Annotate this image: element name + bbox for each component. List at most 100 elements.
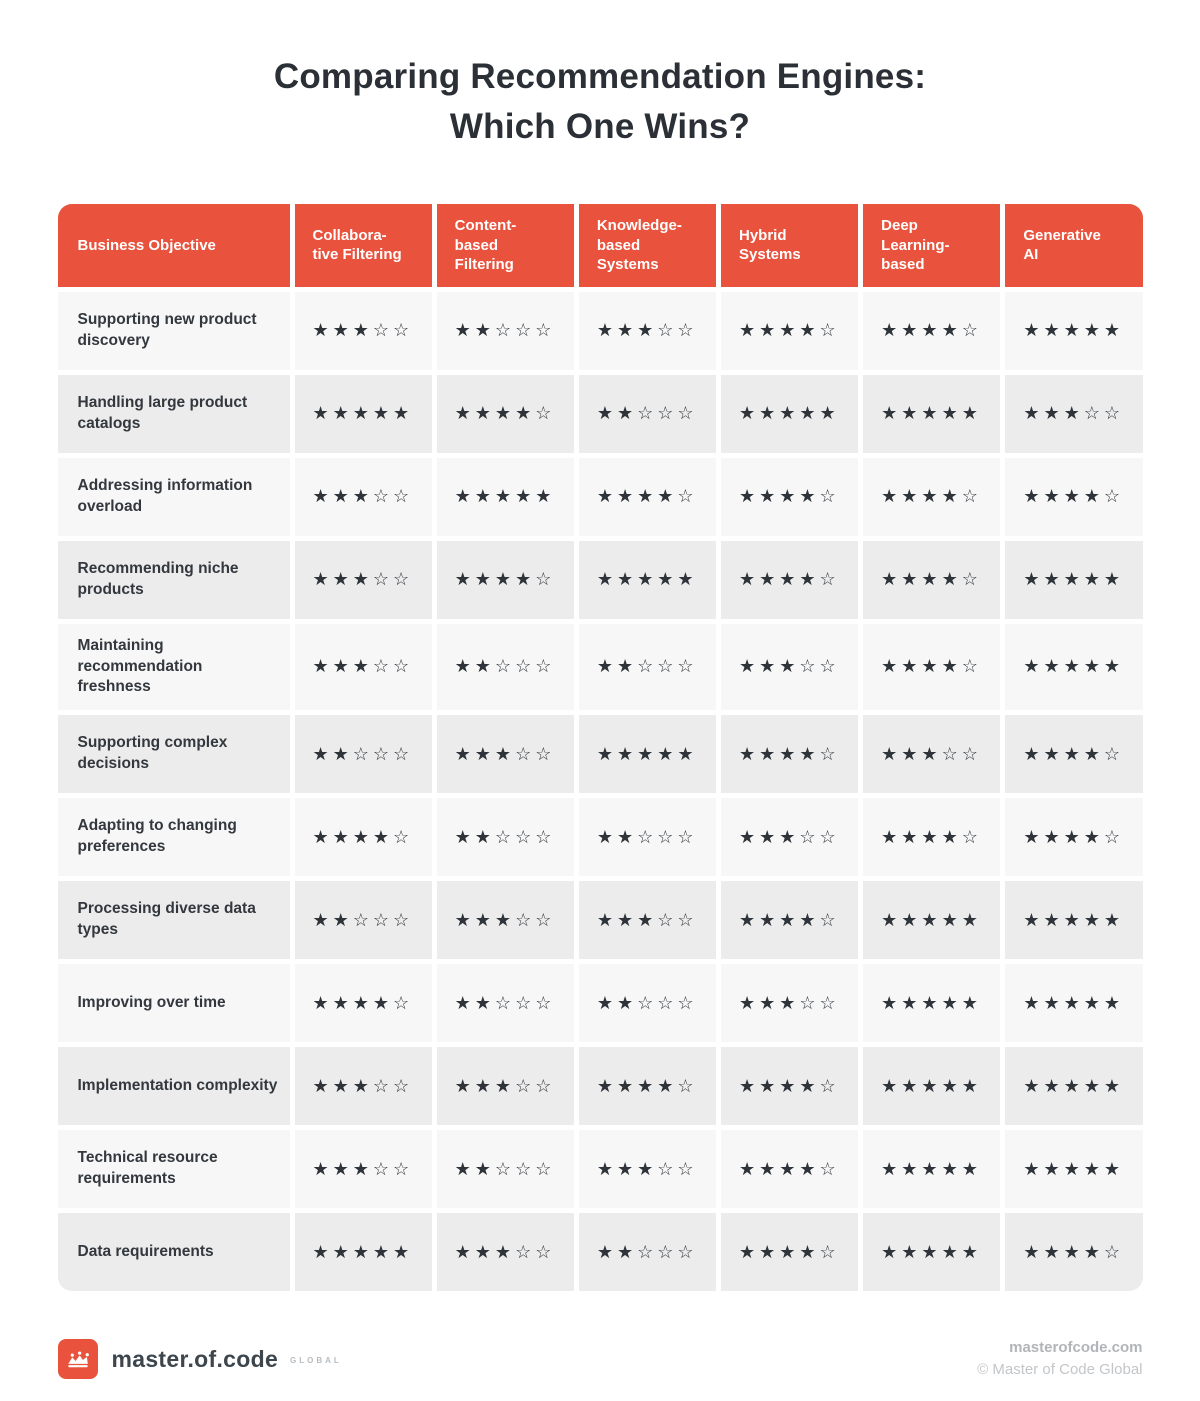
row-label: Improving over time [57, 964, 290, 1043]
copyright-line: © Master of Code Global [977, 1361, 1143, 1379]
row-label: Recommending niche products [57, 540, 290, 619]
rating-cell: ★★★☆☆ [294, 457, 432, 536]
rating-cell: ★★☆☆☆ [436, 798, 574, 877]
rating-cell: ★★★☆☆ [721, 798, 859, 877]
row-label: Supporting complex decisions [57, 715, 290, 794]
rating-cell: ★★★☆☆ [436, 1047, 574, 1126]
rating-cell: ★★★★☆ [863, 540, 1001, 619]
column-header: Hybrid Systems [721, 204, 859, 287]
rating-cell: ★★★☆☆ [436, 881, 574, 960]
rating-cell: ★★★★★ [1005, 623, 1143, 711]
rating-cell: ★★☆☆☆ [578, 623, 716, 711]
rating-cell: ★★★★★ [294, 1213, 432, 1292]
rating-cell: ★★★★★ [1005, 1047, 1143, 1126]
rating-cell: ★★★★★ [1005, 881, 1143, 960]
row-label: Implementation complexity [57, 1047, 290, 1126]
rating-cell: ★★★☆☆ [294, 1047, 432, 1126]
rating-cell: ★★★★★ [721, 374, 859, 453]
rating-cell: ★★☆☆☆ [578, 964, 716, 1043]
rating-cell: ★★★★☆ [863, 623, 1001, 711]
rating-cell: ★★★★☆ [721, 291, 859, 370]
rating-cell: ★★★★★ [1005, 540, 1143, 619]
rating-cell: ★★★★★ [863, 374, 1001, 453]
rating-cell: ★★★★☆ [294, 964, 432, 1043]
rating-cell: ★★★★☆ [863, 798, 1001, 877]
credits: masterofcode.com © Master of Code Global [977, 1337, 1142, 1381]
rating-cell: ★★☆☆☆ [436, 291, 574, 370]
rating-cell: ★★★★★ [1005, 964, 1143, 1043]
rating-cell: ★★★☆☆ [436, 1213, 574, 1292]
footer: master.of.code GLOBAL masterofcode.com ©… [57, 1337, 1143, 1381]
rating-cell: ★★★★☆ [721, 1047, 859, 1126]
rating-cell: ★★★★☆ [721, 715, 859, 794]
rating-cell: ★★★★☆ [721, 1130, 859, 1209]
row-label: Addressing information overload [57, 457, 290, 536]
rating-cell: ★★★★☆ [578, 1047, 716, 1126]
rating-cell: ★★★★★ [863, 1213, 1001, 1292]
rating-cell: ★★★★☆ [436, 540, 574, 619]
rating-cell: ★★★★☆ [1005, 798, 1143, 877]
rating-cell: ★★☆☆☆ [578, 374, 716, 453]
rating-cell: ★★★★☆ [294, 798, 432, 877]
rating-cell: ★★★☆☆ [578, 1130, 716, 1209]
rating-cell: ★★☆☆☆ [436, 623, 574, 711]
rating-cell: ★★★★☆ [863, 457, 1001, 536]
rating-cell: ★★★★★ [863, 964, 1001, 1043]
column-header: Knowledge- based Systems [578, 204, 716, 287]
rating-cell: ★★★★☆ [1005, 715, 1143, 794]
comparison-table-wrap: Business Objective Collabora- tive Filter… [57, 204, 1143, 1292]
rating-cell: ★★★★★ [578, 715, 716, 794]
row-label: Maintaining recommendation freshness [57, 623, 290, 711]
master-of-code-logo-icon [57, 1339, 98, 1380]
rating-cell: ★★★☆☆ [578, 881, 716, 960]
brand-block: master.of.code GLOBAL [57, 1339, 342, 1380]
comparison-table: Business Objective Collabora- tive Filter… [57, 204, 1143, 1292]
rating-cell: ★★★★☆ [1005, 1213, 1143, 1292]
row-label: Processing diverse data types [57, 881, 290, 960]
column-header: Generative AI [1005, 204, 1143, 287]
page-title: Comparing Recommendation Engines: Which … [273, 57, 927, 147]
rating-cell: ★★★☆☆ [863, 715, 1001, 794]
rating-cell: ★★★☆☆ [721, 623, 859, 711]
rating-cell: ★★★☆☆ [436, 715, 574, 794]
rating-cell: ★★★★☆ [721, 1213, 859, 1292]
rating-cell: ★★☆☆☆ [436, 964, 574, 1043]
rating-cell: ★★★☆☆ [721, 964, 859, 1043]
rating-cell: ★★★★★ [863, 881, 1001, 960]
column-header-business-objective: Business Objective [57, 204, 290, 287]
rating-cell: ★★★★☆ [721, 881, 859, 960]
column-header: Collabora- tive Filtering [294, 204, 432, 287]
rating-cell: ★★☆☆☆ [436, 1130, 574, 1209]
rating-cell: ★★☆☆☆ [294, 715, 432, 794]
rating-cell: ★★★★★ [578, 540, 716, 619]
rating-cell: ★★☆☆☆ [578, 1213, 716, 1292]
column-header: Deep Learning- based [863, 204, 1001, 287]
rating-cell: ★★★★★ [1005, 291, 1143, 370]
rating-cell: ★★★☆☆ [294, 540, 432, 619]
logo-suffix: GLOBAL [290, 1355, 342, 1365]
rating-cell: ★★★☆☆ [294, 291, 432, 370]
row-label: Adapting to changing preferences [57, 798, 290, 877]
rating-cell: ★★★★★ [863, 1130, 1001, 1209]
crown-icon [67, 1351, 89, 1368]
website-url: masterofcode.com [1009, 1339, 1143, 1357]
rating-cell: ★★☆☆☆ [294, 881, 432, 960]
column-header: Content- based Filtering [436, 204, 574, 287]
logo-name: master.of.code [111, 1345, 279, 1372]
rating-cell: ★★★★★ [436, 457, 574, 536]
logo-text: master.of.code GLOBAL [112, 1346, 342, 1373]
rating-cell: ★★★★☆ [721, 457, 859, 536]
rating-cell: ★★★☆☆ [294, 623, 432, 711]
rating-cell: ★★★☆☆ [578, 291, 716, 370]
row-label: Supporting new product discovery [57, 291, 290, 370]
rating-cell: ★★★★★ [1005, 1130, 1143, 1209]
row-label: Data requirements [57, 1213, 290, 1292]
row-label: Handling large product catalogs [57, 374, 290, 453]
rating-cell: ★★★★☆ [721, 540, 859, 619]
row-label: Technical resource requirements [57, 1130, 290, 1209]
rating-cell: ★★★★★ [294, 374, 432, 453]
rating-cell: ★★★★☆ [436, 374, 574, 453]
rating-cell: ★★★☆☆ [1005, 374, 1143, 453]
rating-cell: ★★★★★ [863, 1047, 1001, 1126]
